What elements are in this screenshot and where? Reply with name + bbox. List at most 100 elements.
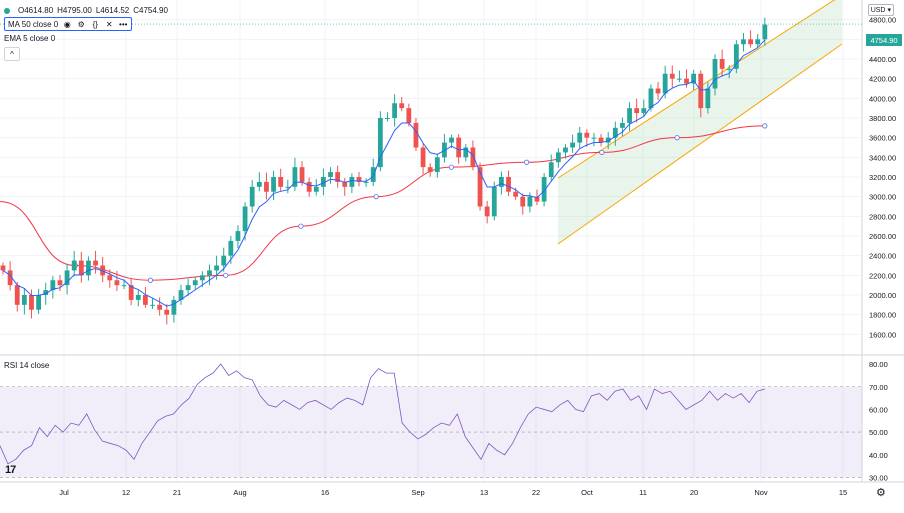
candle-body (349, 177, 355, 187)
time-axis[interactable]: Jul 12 21 Aug 16 Sep 13 22 Oct 11 20 Nov 15 (59, 488, 847, 497)
channel-fill (558, 0, 842, 244)
candle-body (399, 103, 405, 109)
candle-body (71, 260, 77, 271)
rsi-tick-label: 40.00 (869, 451, 888, 460)
ma50-marker (448, 164, 454, 170)
source-icon[interactable]: {} (92, 19, 98, 29)
price-tick-label: 2000.00 (869, 291, 896, 300)
ma50-marker (599, 149, 605, 156)
candle-body (520, 196, 526, 207)
candle-body (541, 177, 547, 202)
more-icon[interactable]: ••• (119, 19, 128, 29)
price-axis[interactable]: 1600.00 1800.00 2000.00 2200.00 2400.00 2600.… (0, 0, 904, 483)
candle-body (698, 73, 704, 109)
candle-body (684, 78, 689, 84)
candle-body (57, 280, 63, 286)
close-icon[interactable]: ✕ (105, 19, 113, 29)
time-tick-label: 13 (480, 488, 488, 497)
price-tick-label: 4800.00 (869, 16, 896, 25)
candle-body (221, 255, 227, 266)
candle-body (570, 142, 575, 148)
last-price-tag: 4754.90 (866, 34, 902, 46)
ma-legend[interactable]: MA 50 close 0 ◉ ⚙ {} ✕ ••• (4, 17, 133, 31)
candle-body (712, 59, 718, 89)
candle-body (285, 186, 291, 188)
parallel-channel[interactable] (557, 0, 843, 245)
candle-body (264, 181, 269, 192)
candle-body (107, 275, 113, 281)
candle-body (363, 181, 369, 183)
candle-body (491, 186, 497, 217)
candle-body (192, 280, 198, 286)
candle-body (555, 152, 561, 163)
candle-body (256, 181, 262, 187)
ema5-line (2, 39, 766, 307)
ohlc-legend: O4614.80 H4795.00 L4614.52 C4754.90 (4, 6, 168, 15)
time-tick-label: 16 (321, 488, 329, 497)
candle-body (420, 147, 426, 168)
candle-body (228, 240, 234, 256)
candle-body (64, 270, 70, 286)
gear-icon[interactable]: ⚙ (876, 487, 886, 499)
candle-body (178, 290, 184, 300)
rsi-band (0, 386, 862, 478)
price-tick-label: 3600.00 (869, 134, 896, 143)
eye-icon[interactable]: ◉ (63, 19, 71, 29)
rsi-legend[interactable]: RSI 14 close (4, 361, 50, 370)
collapse-icon[interactable]: ^ (4, 47, 20, 61)
price-tick-label: 4200.00 (869, 75, 896, 84)
ema-legend[interactable]: EMA 5 close 0 (4, 34, 55, 43)
price-tick-label: 2800.00 (869, 212, 896, 221)
candle-body (128, 285, 134, 300)
currency-selector[interactable]: USD ▾ (867, 4, 894, 16)
time-tick-label: 12 (122, 488, 130, 497)
candle-body (641, 108, 647, 114)
candle-body (591, 137, 597, 139)
price-tick-label: 1800.00 (869, 311, 896, 320)
candle-body (741, 39, 746, 45)
grid-lines (0, 0, 862, 482)
candle-body (449, 137, 454, 143)
ema-legend-label: EMA 5 close 0 (4, 34, 56, 43)
candle-body (634, 108, 640, 114)
candle-body (655, 88, 661, 94)
candle-body (43, 290, 49, 295)
candle-body (121, 285, 127, 287)
candle-body (29, 295, 34, 310)
candle-body (385, 118, 390, 119)
ohlc-low: L4614.52 (95, 6, 130, 15)
candle-body (598, 137, 604, 143)
candle-body (691, 73, 697, 84)
time-tick-label: 11 (639, 488, 647, 497)
status-dot-icon (4, 7, 10, 14)
candle-body (321, 177, 326, 187)
candle-body (370, 167, 376, 182)
candle-body (513, 191, 519, 197)
candle-body (506, 177, 511, 192)
settings-icon[interactable]: ⚙ (77, 19, 85, 29)
candle-body (342, 181, 348, 187)
ma50-marker (373, 194, 379, 200)
rsi-tick-label: 30.00 (869, 473, 888, 482)
candle-body (584, 132, 590, 138)
price-tick-label: 1600.00 (869, 330, 896, 339)
price-tick-label: 4400.00 (869, 55, 896, 64)
rsi-tick-label: 50.00 (869, 428, 888, 437)
candle-body (157, 304, 163, 310)
candle-body (36, 295, 41, 310)
candle-body (677, 78, 682, 80)
candles-layer (0, 17, 768, 325)
channel-lower-line (557, 43, 843, 245)
tradingview-logo-icon[interactable]: 17 (5, 464, 16, 476)
candle-body (150, 304, 155, 306)
candle-body (477, 167, 483, 207)
candle-body (21, 295, 27, 305)
candle-body (199, 275, 205, 281)
candle-body (278, 177, 284, 187)
rsi-pane[interactable] (0, 363, 862, 478)
time-tick-label: Nov (754, 488, 768, 497)
candle-body (356, 177, 362, 182)
rsi-axis: 30.00 40.00 50.00 60.00 70.00 80.00 (869, 360, 888, 482)
